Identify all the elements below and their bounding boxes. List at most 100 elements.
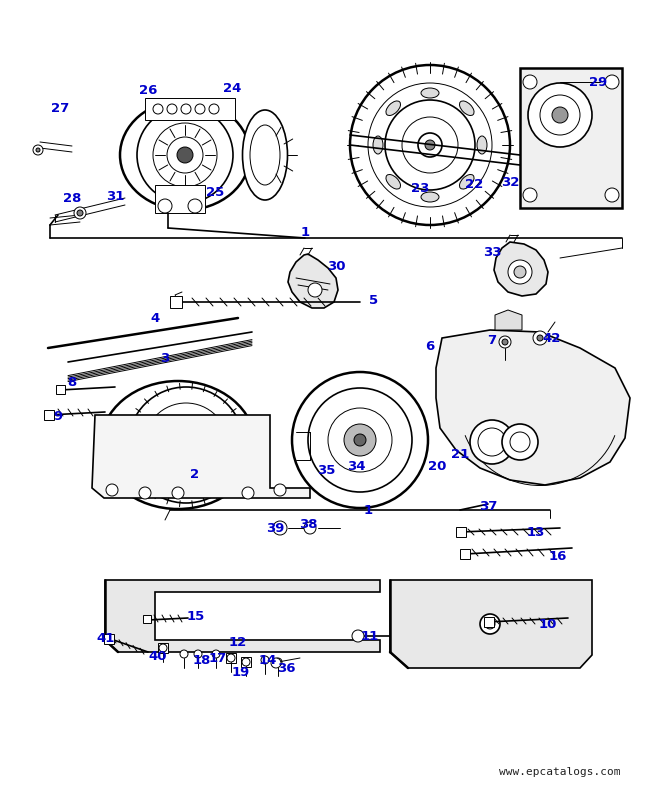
Ellipse shape [460,101,474,115]
Text: 15: 15 [187,609,205,623]
Text: 18: 18 [193,653,211,667]
Circle shape [418,133,442,157]
Circle shape [128,387,244,503]
Circle shape [188,199,202,213]
Circle shape [74,207,86,219]
Bar [460,549,470,559]
Circle shape [242,487,254,499]
Text: 27: 27 [51,102,69,114]
Bar [241,657,251,667]
Ellipse shape [250,125,280,185]
Text: 29: 29 [589,76,607,88]
Polygon shape [495,310,522,330]
Text: 26: 26 [139,84,157,96]
Ellipse shape [421,192,439,202]
Circle shape [540,95,580,135]
Bar [56,385,65,394]
Circle shape [523,75,537,89]
Circle shape [402,117,458,173]
Circle shape [177,147,193,163]
Text: 6: 6 [426,339,435,353]
Circle shape [167,104,177,114]
Text: www.epcatalogs.com: www.epcatalogs.com [500,767,621,777]
Ellipse shape [477,136,487,154]
Polygon shape [92,415,310,498]
Text: 4: 4 [151,312,160,324]
Text: 34: 34 [347,459,365,473]
Circle shape [502,339,508,345]
Circle shape [271,658,281,668]
Circle shape [137,107,233,203]
Circle shape [274,658,282,666]
Ellipse shape [101,381,256,509]
Text: 16: 16 [549,549,567,563]
Circle shape [510,432,530,452]
Circle shape [180,650,188,658]
Circle shape [385,100,475,190]
Ellipse shape [373,136,383,154]
Circle shape [605,75,619,89]
Circle shape [480,614,500,634]
Text: 32: 32 [501,175,519,189]
Text: 40: 40 [149,649,167,663]
Circle shape [212,650,220,658]
Bar [104,634,114,644]
Circle shape [533,331,547,345]
Text: 21: 21 [451,447,469,461]
Circle shape [523,188,537,202]
Circle shape [261,656,269,664]
Polygon shape [105,580,380,652]
Circle shape [350,65,510,225]
Text: 10: 10 [539,618,557,630]
Ellipse shape [120,100,250,210]
Circle shape [162,421,210,469]
Circle shape [209,104,219,114]
Bar [226,653,236,663]
Ellipse shape [386,174,400,189]
Circle shape [159,644,167,652]
Circle shape [274,484,286,496]
Circle shape [308,388,412,492]
Circle shape [470,420,514,464]
Text: 25: 25 [206,185,224,199]
Text: 20: 20 [428,459,446,473]
Ellipse shape [421,88,439,98]
Circle shape [194,650,202,658]
Circle shape [478,428,506,456]
Polygon shape [494,242,548,296]
Text: 1: 1 [364,503,372,517]
Text: 12: 12 [229,635,247,649]
Circle shape [485,619,495,629]
Circle shape [77,210,83,216]
Circle shape [304,522,316,534]
Text: 3: 3 [161,352,170,365]
Circle shape [158,199,172,213]
Text: 41: 41 [97,631,115,645]
Circle shape [344,424,376,456]
Circle shape [368,83,492,207]
Text: 5: 5 [370,294,378,306]
Bar [170,296,182,308]
Polygon shape [288,254,338,308]
Circle shape [552,107,568,123]
Circle shape [139,487,151,499]
Bar [145,98,235,120]
Circle shape [352,630,364,642]
Bar [456,527,466,537]
Circle shape [514,266,526,278]
Text: 37: 37 [479,499,498,513]
Ellipse shape [460,174,474,189]
Text: 22: 22 [465,178,483,190]
Bar [520,68,622,208]
Text: 9: 9 [53,409,63,422]
Circle shape [328,408,392,472]
Text: 2: 2 [190,468,200,481]
Circle shape [502,424,538,460]
Text: 1: 1 [300,226,310,238]
Text: 19: 19 [232,665,250,679]
Circle shape [528,83,592,147]
Bar [158,643,168,653]
Circle shape [195,104,205,114]
Circle shape [227,654,235,662]
Circle shape [273,521,287,535]
